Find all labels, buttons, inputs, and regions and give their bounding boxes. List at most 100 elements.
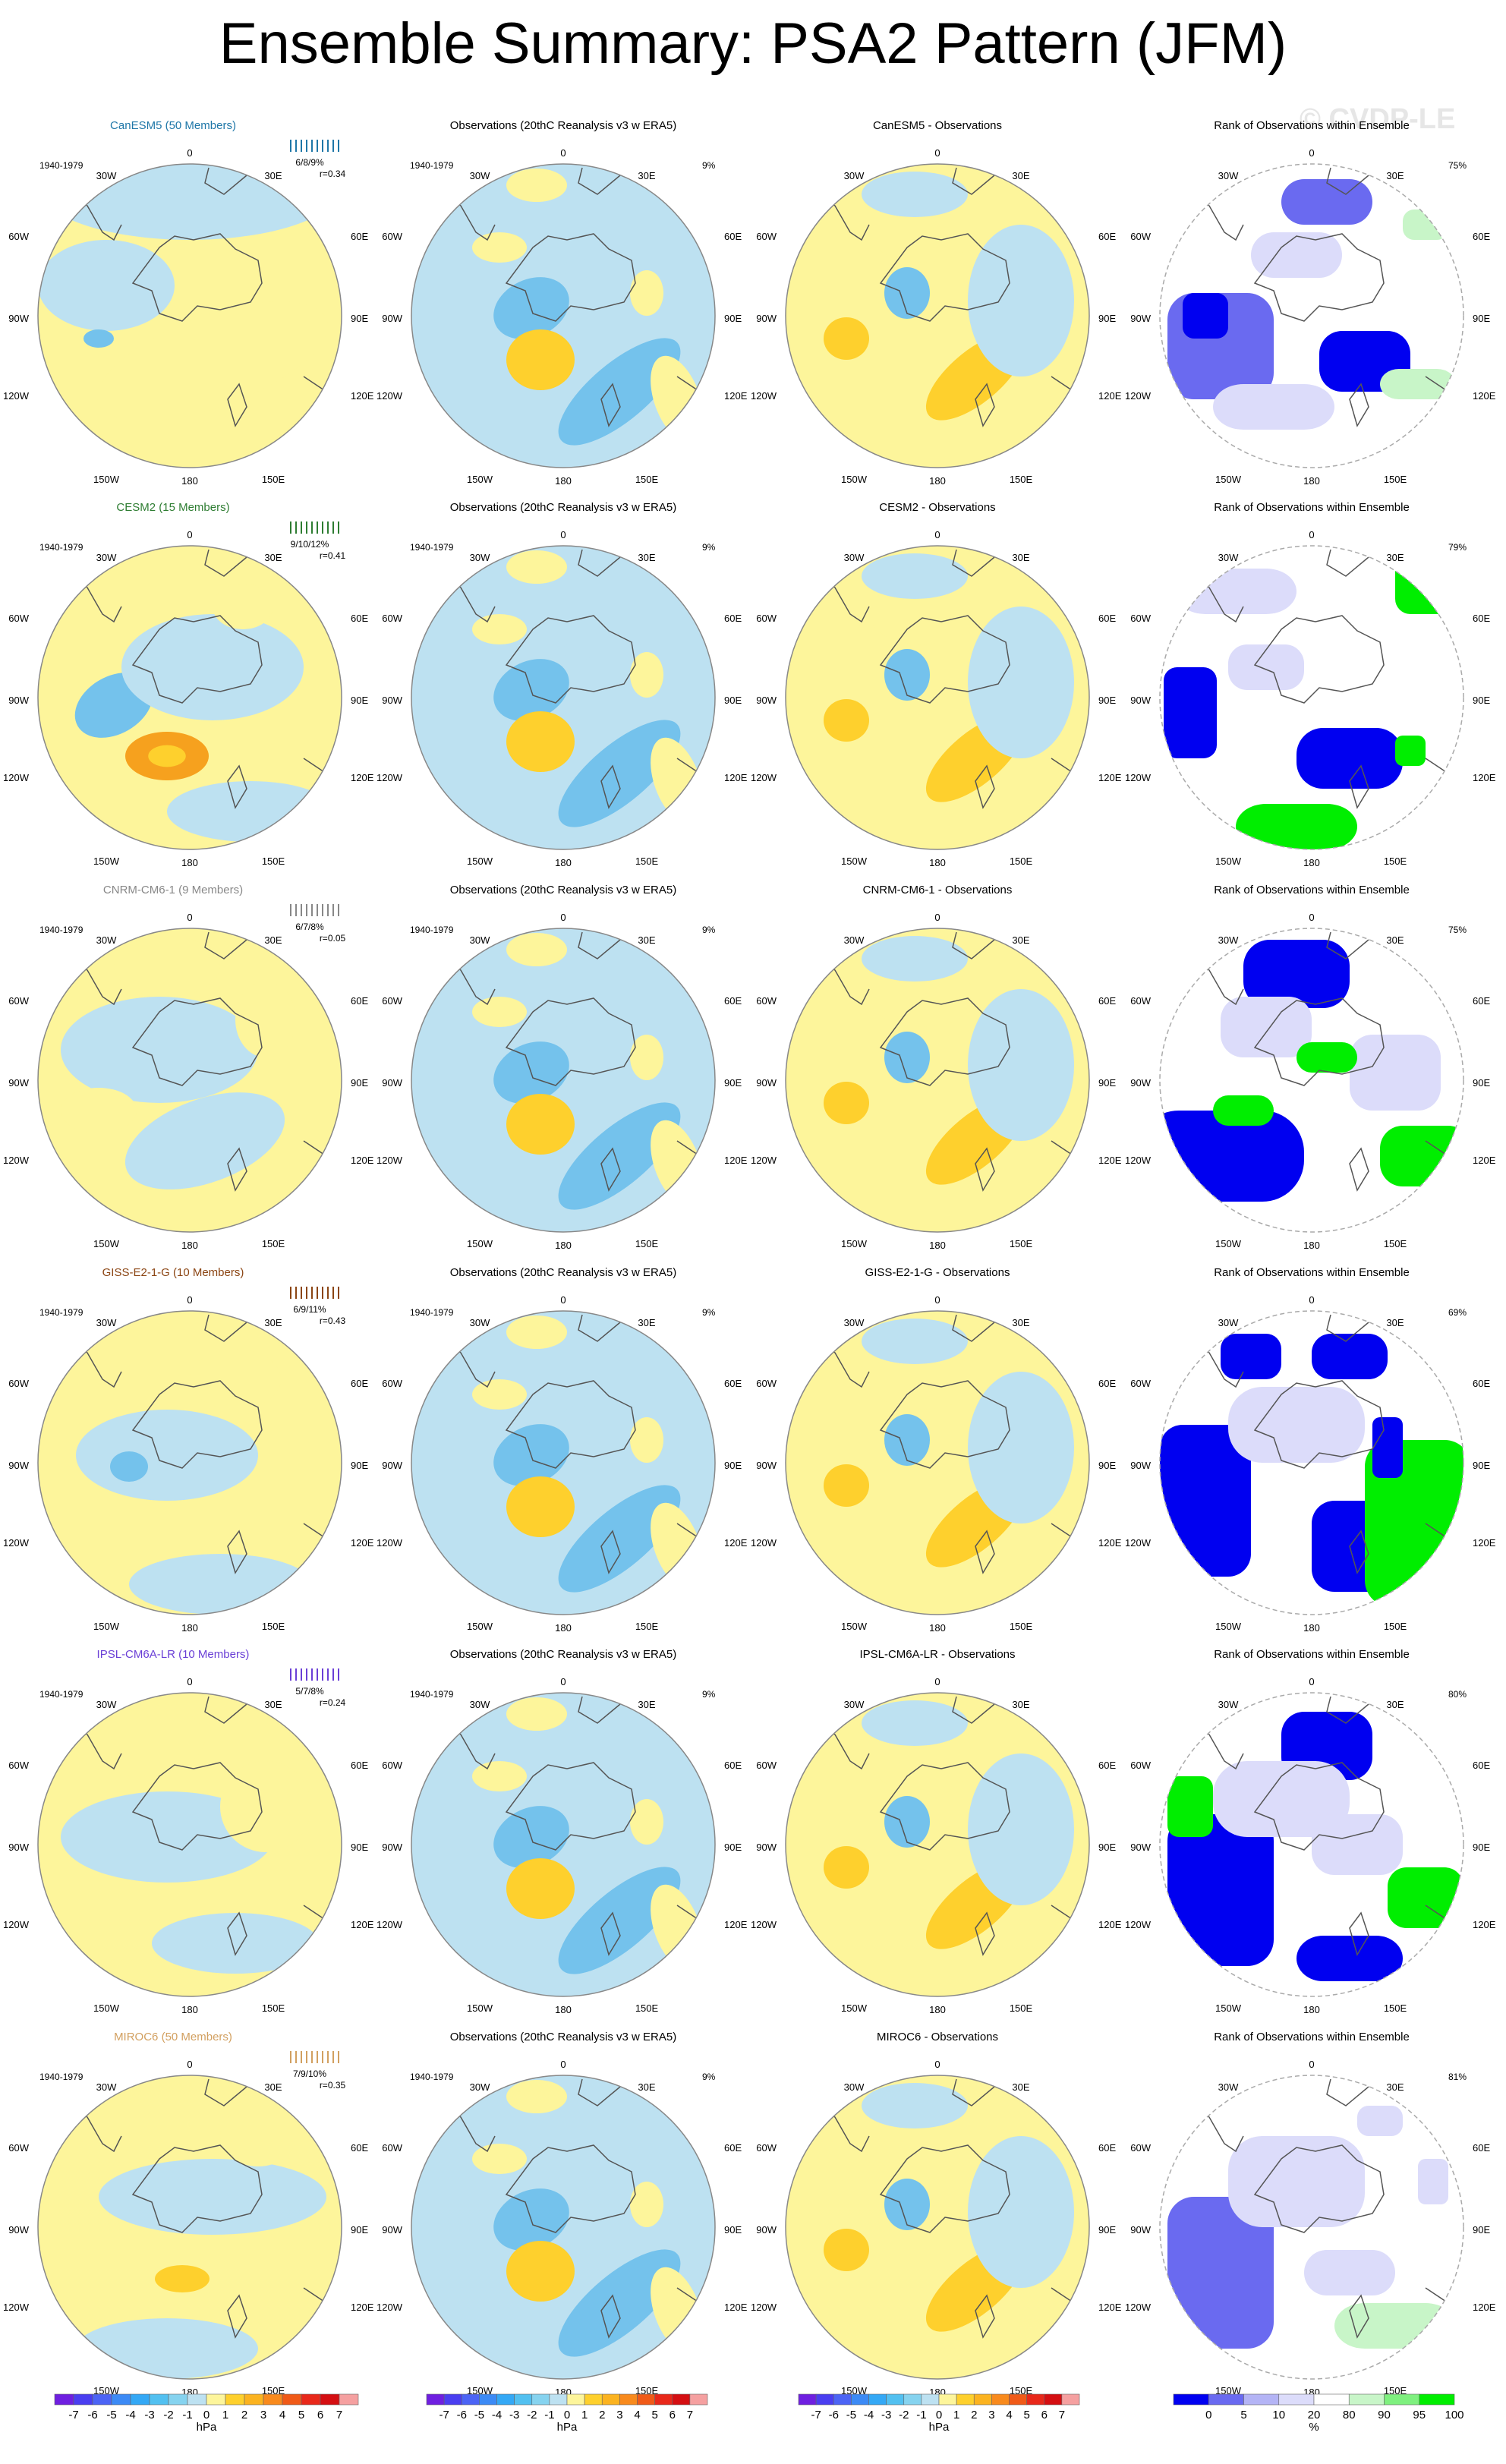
longitude-label-60e: 60E bbox=[351, 2142, 368, 2154]
longitude-label-90e: 90E bbox=[1473, 1077, 1490, 1089]
difference-map: 0 30E 60E 90E 120E 150E 180 150W 120W 90W 60W 30W bbox=[751, 1294, 1122, 1634]
anomaly-contour bbox=[630, 652, 663, 698]
africa-coastline bbox=[952, 931, 995, 959]
rank-region bbox=[1167, 2197, 1274, 2349]
colorbar-swatch bbox=[938, 2393, 957, 2406]
longitude-label-150w: 150W bbox=[1215, 1238, 1242, 1249]
longitude-label-30w: 30W bbox=[470, 934, 490, 946]
longitude-label-150e: 150E bbox=[1384, 2002, 1407, 2014]
colorbar-unit: hPa bbox=[197, 2421, 217, 2434]
rank-map: 0 30E 60E 90E 120E 150E 180 150W 120W 90W 60W 30W bbox=[1125, 147, 1496, 487]
longitude-label-90e: 90E bbox=[351, 695, 368, 706]
ensemble-member-tick bbox=[311, 1668, 313, 1681]
longitude-label-60e: 60E bbox=[351, 1760, 368, 1771]
longitude-label-180: 180 bbox=[929, 857, 946, 868]
colorbar-tick-label: -2 bbox=[899, 2409, 909, 2421]
anomaly-contour bbox=[76, 1410, 258, 1501]
longitude-label-0: 0 bbox=[187, 2059, 192, 2070]
new-zealand-coastline bbox=[975, 1530, 995, 1574]
longitude-label-90e: 90E bbox=[351, 313, 368, 324]
colorbar-tick-label: -4 bbox=[125, 2409, 135, 2421]
map-field bbox=[430, 1314, 708, 1593]
longitude-label-90w: 90W bbox=[756, 1842, 777, 1853]
longitude-label-150e: 150E bbox=[635, 1621, 659, 1632]
longitude-label-180: 180 bbox=[1303, 857, 1320, 868]
period-label: 1940-1979 bbox=[410, 925, 454, 935]
rank-region bbox=[1175, 569, 1296, 614]
longitude-label-120w: 120W bbox=[751, 772, 777, 783]
ensemble-member-tick bbox=[338, 140, 339, 152]
africa-coastline bbox=[204, 2078, 247, 2106]
anomaly-contour bbox=[506, 1858, 575, 1919]
longitude-label-120w: 120W bbox=[1125, 1537, 1152, 1549]
africa-coastline bbox=[952, 167, 995, 195]
colorbar-unit: hPa bbox=[557, 2421, 578, 2434]
rank-region bbox=[1183, 293, 1228, 339]
colorbar-tick-label: 6 bbox=[317, 2409, 323, 2421]
new-zealand-coastline bbox=[975, 1147, 995, 1192]
colorbar-swatch bbox=[443, 2393, 462, 2406]
colorbar-tick-label: -7 bbox=[811, 2409, 821, 2421]
longitude-label-30e: 30E bbox=[1012, 934, 1029, 946]
pattern-correlation: r=0.05 bbox=[320, 933, 346, 944]
antarctica-coastline bbox=[505, 997, 636, 1086]
map-field bbox=[38, 164, 342, 427]
colorbar-swatch bbox=[426, 2393, 445, 2406]
colorbar-tick-label: 0 bbox=[936, 2409, 942, 2421]
longitude-label-180: 180 bbox=[181, 475, 198, 487]
colorbar-swatch bbox=[1061, 2393, 1080, 2406]
longitude-label-60e: 60E bbox=[724, 613, 742, 624]
anomaly-contour bbox=[76, 2318, 258, 2379]
colorbar-swatch bbox=[92, 2393, 112, 2406]
map-field bbox=[430, 2078, 708, 2357]
colorbar-tick-label: 3 bbox=[616, 2409, 622, 2421]
longitude-label-150w: 150W bbox=[1215, 1621, 1242, 1632]
colorbar-tick-label: 7 bbox=[336, 2409, 342, 2421]
longitude-label-150w: 150W bbox=[467, 2002, 493, 2014]
longitude-label-60e: 60E bbox=[351, 231, 368, 242]
longitude-label-90w: 90W bbox=[382, 1460, 402, 1471]
longitude-label-60e: 60E bbox=[351, 995, 368, 1007]
colorbar-tick-label: 7 bbox=[1059, 2409, 1065, 2421]
colorbar-swatch bbox=[903, 2393, 922, 2406]
longitude-label-120e: 120E bbox=[351, 390, 374, 402]
longitude-label-30w: 30W bbox=[1218, 552, 1239, 563]
longitude-label-30w: 30W bbox=[470, 1317, 490, 1328]
colorbar-swatch bbox=[461, 2393, 480, 2406]
longitude-label-150e: 150E bbox=[635, 855, 659, 867]
anomaly-contour bbox=[97, 301, 328, 421]
longitude-label-90e: 90E bbox=[1473, 1460, 1490, 1471]
longitude-label-60w: 60W bbox=[382, 1378, 402, 1389]
longitude-label-90e: 90E bbox=[724, 1842, 742, 1853]
longitude-label-120e: 120E bbox=[351, 1155, 374, 1166]
longitude-label-30e: 30E bbox=[638, 170, 655, 181]
longitude-label-150e: 150E bbox=[1384, 1621, 1407, 1632]
colorbar-swatch bbox=[149, 2393, 169, 2406]
longitude-label-90w: 90W bbox=[8, 695, 29, 706]
anomaly-contour bbox=[824, 699, 869, 742]
model-title: IPSL-CM6A-LR (10 Members) bbox=[97, 1648, 250, 1661]
anomaly-contour bbox=[506, 1476, 575, 1537]
colorbar-tick-label: -4 bbox=[492, 2409, 502, 2421]
colorbar-tick-label: -2 bbox=[163, 2409, 173, 2421]
anomaly-contour bbox=[558, 1867, 681, 1974]
map-boundary bbox=[1159, 545, 1464, 850]
anomaly-contour bbox=[824, 1082, 869, 1124]
africa-coastline bbox=[578, 931, 621, 959]
longitude-label-180: 180 bbox=[929, 2004, 946, 2015]
longitude-label-90w: 90W bbox=[1130, 2224, 1151, 2236]
rank-region bbox=[1160, 1111, 1304, 1202]
colorbar-swatch bbox=[1348, 2393, 1385, 2406]
ensemble-member-tick bbox=[317, 1287, 318, 1299]
colorbar-swatch bbox=[282, 2393, 302, 2406]
model-map: 0 30E 60E 90E 120E 150E 180 150W 120W 90W 60W 30W bbox=[3, 147, 374, 487]
longitude-label-120e: 120E bbox=[724, 2302, 748, 2313]
anomaly-contour bbox=[129, 1554, 311, 1615]
longitude-label-60e: 60E bbox=[351, 613, 368, 624]
longitude-label-60e: 60E bbox=[1473, 995, 1490, 1007]
ensemble-member-tick bbox=[332, 904, 334, 916]
anomaly-contour bbox=[563, 1787, 594, 1808]
longitude-label-30e: 30E bbox=[264, 1699, 282, 1710]
colorbar-tick-label: -1 bbox=[182, 2409, 192, 2421]
africa-coastline bbox=[952, 2078, 995, 2106]
